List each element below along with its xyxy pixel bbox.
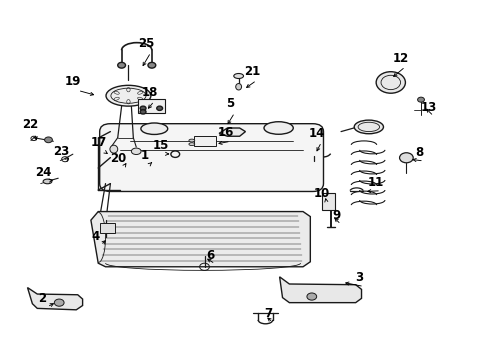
- Ellipse shape: [235, 84, 241, 90]
- Text: 1: 1: [140, 149, 148, 162]
- Text: 17: 17: [91, 136, 107, 149]
- Circle shape: [148, 62, 156, 68]
- Text: 21: 21: [243, 65, 260, 78]
- Text: 6: 6: [206, 249, 214, 262]
- Text: 12: 12: [391, 51, 408, 64]
- Circle shape: [306, 293, 316, 300]
- Circle shape: [399, 153, 412, 163]
- Ellipse shape: [110, 145, 118, 153]
- Circle shape: [417, 97, 424, 102]
- FancyBboxPatch shape: [100, 224, 115, 233]
- Polygon shape: [279, 277, 361, 303]
- Circle shape: [118, 62, 125, 68]
- Text: 9: 9: [331, 209, 340, 222]
- Circle shape: [54, 299, 64, 306]
- Text: 23: 23: [53, 145, 70, 158]
- Ellipse shape: [353, 120, 383, 134]
- Polygon shape: [219, 128, 245, 136]
- Ellipse shape: [141, 123, 167, 134]
- Text: 24: 24: [35, 166, 52, 179]
- Text: 2: 2: [38, 292, 46, 305]
- Text: 16: 16: [217, 126, 234, 139]
- Text: 14: 14: [308, 127, 324, 140]
- Ellipse shape: [264, 122, 293, 134]
- Text: 3: 3: [354, 271, 363, 284]
- Polygon shape: [91, 212, 310, 267]
- Circle shape: [375, 72, 405, 93]
- Text: 19: 19: [64, 75, 81, 88]
- Text: 5: 5: [225, 98, 234, 111]
- Text: 13: 13: [420, 101, 436, 114]
- Ellipse shape: [188, 143, 194, 145]
- Text: 25: 25: [138, 37, 154, 50]
- FancyBboxPatch shape: [100, 124, 323, 192]
- Ellipse shape: [131, 148, 141, 154]
- Ellipse shape: [188, 139, 194, 142]
- Circle shape: [44, 137, 52, 143]
- Text: 10: 10: [313, 187, 329, 200]
- Text: 8: 8: [414, 146, 422, 159]
- Ellipse shape: [233, 73, 243, 78]
- Text: 22: 22: [22, 118, 38, 131]
- Ellipse shape: [106, 85, 151, 106]
- Text: 18: 18: [141, 86, 157, 99]
- Text: 20: 20: [110, 152, 126, 165]
- Text: 4: 4: [91, 230, 100, 243]
- FancyBboxPatch shape: [193, 135, 216, 145]
- Polygon shape: [27, 288, 82, 310]
- Circle shape: [140, 110, 146, 114]
- FancyBboxPatch shape: [322, 193, 334, 210]
- Circle shape: [157, 106, 162, 111]
- FancyBboxPatch shape: [138, 99, 164, 113]
- Circle shape: [140, 106, 146, 111]
- Text: 7: 7: [264, 307, 271, 320]
- Ellipse shape: [43, 179, 52, 184]
- Text: 15: 15: [152, 139, 168, 152]
- Text: 11: 11: [367, 176, 384, 189]
